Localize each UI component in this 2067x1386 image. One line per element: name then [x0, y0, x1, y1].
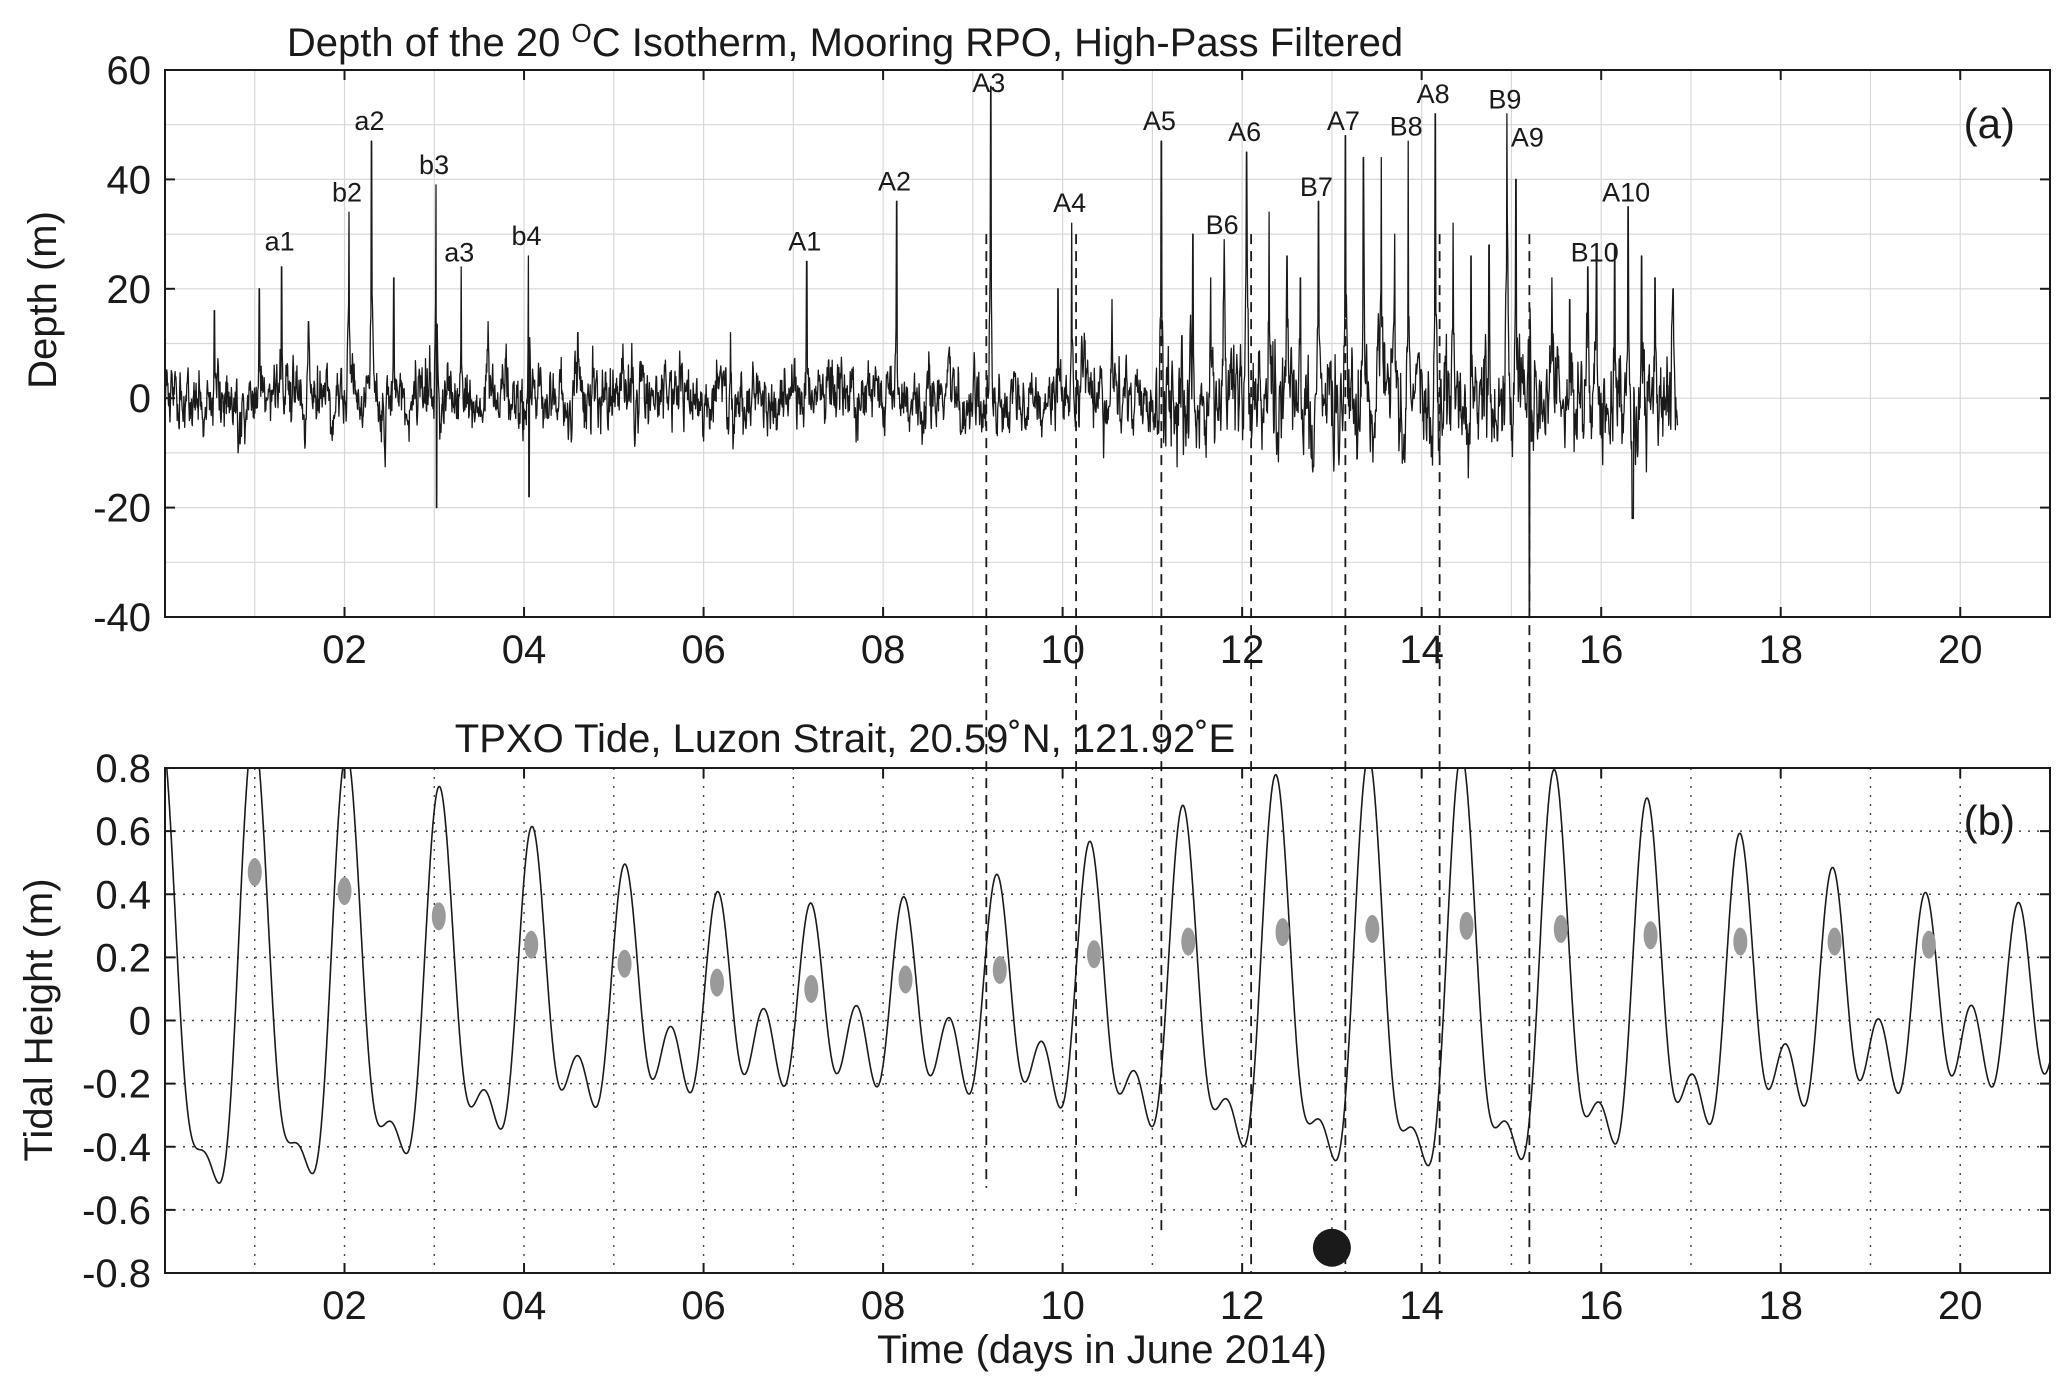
panel-b-xlabel: Time (days in June 2014)	[877, 1328, 1327, 1372]
event-connector-lines	[985, 234, 1531, 1273]
panel-a-frame	[164, 69, 2051, 618]
gray-marker	[617, 949, 632, 978]
x-tick-label: 04	[502, 1284, 547, 1328]
event-label-a1: A1	[788, 227, 821, 257]
y-tick-label: -0.4	[82, 1126, 151, 1170]
gray-marker	[1553, 914, 1568, 943]
event-label-a3: a3	[444, 237, 474, 267]
panel-a-title: Depth of the 20 OC Isotherm, Mooring RPO…	[287, 18, 1403, 65]
panel-a-grid	[164, 69, 2051, 618]
x-tick-label: 12	[1220, 1284, 1265, 1328]
y-tick-label: -20	[93, 487, 151, 531]
panel-a-series	[164, 85, 1679, 613]
event-label-a6: A6	[1228, 117, 1261, 147]
y-tick-label: 0.4	[95, 873, 151, 917]
y-tick-label: 0.2	[95, 936, 151, 980]
x-tick-label: 10	[1040, 1284, 1085, 1328]
gray-marker	[1365, 914, 1380, 943]
panel-b-series	[164, 767, 2051, 1184]
event-label-b9: B9	[1488, 84, 1521, 114]
gray-marker	[804, 974, 819, 1003]
x-tick-label: 04	[502, 628, 547, 672]
event-label-a5: A5	[1143, 106, 1176, 136]
gray-marker	[1921, 930, 1936, 959]
gray-marker	[992, 956, 1007, 984]
gray-marker	[337, 877, 352, 906]
x-tick-label: 02	[322, 628, 367, 672]
panel-a-ticks: 02 04 06 08 10 12 14 16 18 20 -40 -20 0 20 40 60	[93, 49, 2050, 672]
x-tick-label: 06	[681, 628, 726, 672]
x-tick-label: 10	[1040, 628, 1085, 672]
gray-marker	[1459, 911, 1474, 940]
gray-marker	[1827, 927, 1842, 956]
black-marker	[1312, 1228, 1351, 1267]
y-tick-label: -0.8	[82, 1252, 151, 1296]
gray-marker	[710, 968, 725, 997]
event-label-a9: A9	[1511, 123, 1544, 153]
y-tick-label: 0	[129, 1000, 151, 1044]
panel-b-ylabel: Tidal Height (m)	[17, 878, 61, 1161]
event-label-b8: B8	[1390, 112, 1423, 142]
gray-marker	[1181, 927, 1196, 956]
event-label-a8: A8	[1417, 79, 1450, 109]
x-tick-label: 14	[1399, 628, 1444, 672]
event-label-b7: B7	[1300, 172, 1333, 202]
isotherm-depth-line	[164, 85, 1679, 613]
panel-a: Depth of the 20 OC Isotherm, Mooring RPO…	[21, 18, 2051, 672]
panel-b-markers	[247, 858, 1936, 1267]
x-tick-label: 12	[1220, 628, 1265, 672]
event-label-a4: A4	[1053, 188, 1086, 218]
gray-marker	[898, 965, 913, 994]
gray-marker	[431, 902, 446, 931]
event-label-b2: b2	[332, 177, 362, 207]
x-tick-label: 18	[1758, 1284, 1803, 1328]
x-tick-label: 08	[861, 1284, 906, 1328]
event-label-a2: a2	[354, 106, 384, 136]
gray-marker	[1733, 927, 1748, 956]
x-tick-label: 20	[1938, 1284, 1983, 1328]
gray-marker	[1275, 918, 1290, 947]
y-tick-label: 40	[107, 158, 152, 202]
y-tick-label: -0.2	[82, 1063, 151, 1107]
panel-a-ylabel: Depth (m)	[21, 211, 65, 389]
event-label-a10: A10	[1602, 177, 1650, 207]
x-tick-label: 18	[1758, 628, 1803, 672]
panel-a-tag: (a)	[1964, 100, 2015, 147]
y-tick-label: -40	[93, 596, 151, 640]
x-tick-label: 02	[322, 1284, 367, 1328]
event-label-b4: b4	[512, 221, 542, 251]
gray-marker	[247, 858, 262, 887]
panel-b-ticks: 02 04 06 08 10 12 14 16 18 20 -0.8 -0.6 -0.4 -0.2 0 0.2…	[82, 747, 2050, 1328]
x-tick-label: 20	[1938, 628, 1983, 672]
gray-marker	[524, 930, 539, 959]
x-tick-label: 14	[1399, 1284, 1444, 1328]
y-tick-label: 60	[107, 49, 152, 93]
y-tick-label: 0.8	[95, 747, 151, 791]
event-label-b3: b3	[419, 150, 449, 180]
y-tick-label: 0	[129, 377, 151, 421]
panel-b: TPXO Tide, Luzon Strait, 20.59˚N, 121.92…	[17, 717, 2051, 1372]
x-tick-label: 16	[1579, 628, 1624, 672]
event-label-a2: A2	[878, 166, 911, 196]
gray-marker	[1643, 921, 1658, 950]
event-label-a3: A3	[972, 68, 1005, 98]
y-tick-label: 0.6	[95, 810, 151, 854]
x-tick-label: 16	[1579, 1284, 1624, 1328]
panel-b-tag: (b)	[1964, 797, 2015, 844]
event-label-b10: B10	[1571, 237, 1619, 267]
panel-b-title: TPXO Tide, Luzon Strait, 20.59˚N, 121.92…	[455, 717, 1235, 761]
tidal-height-line	[164, 767, 2051, 1184]
gray-marker	[1087, 940, 1102, 969]
y-tick-label: -0.6	[82, 1189, 151, 1233]
y-tick-label: 20	[107, 268, 152, 312]
event-label-a7: A7	[1327, 106, 1360, 136]
x-tick-label: 08	[861, 628, 906, 672]
x-tick-label: 06	[681, 1284, 726, 1328]
event-label-a1: a1	[265, 227, 295, 257]
event-label-b6: B6	[1206, 210, 1239, 240]
